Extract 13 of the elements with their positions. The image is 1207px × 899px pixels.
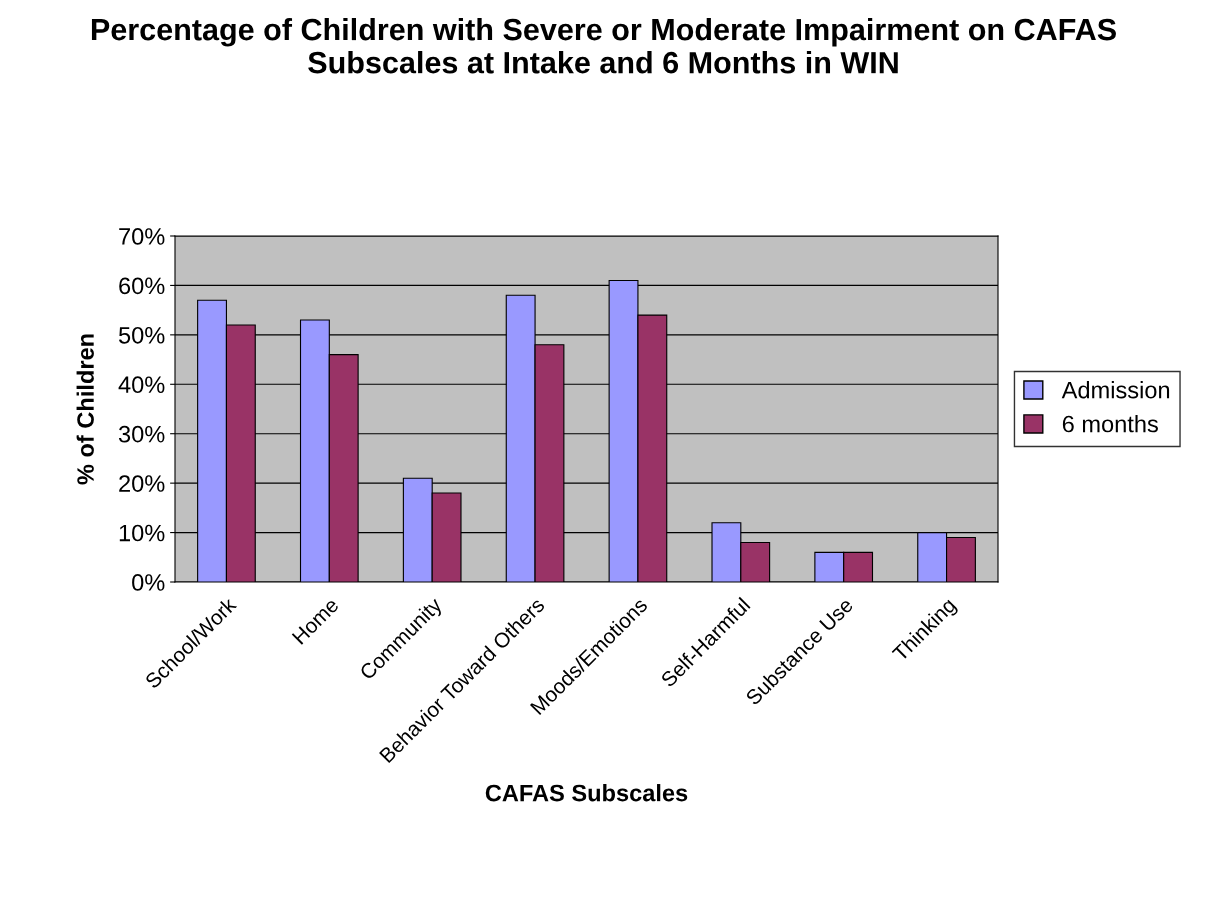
y-tick-label: 70% [119, 228, 165, 245]
y-tick-label: 40% [118, 376, 165, 394]
legend-label: 6 months [1062, 415, 1158, 433]
y-tick-label: 20% [119, 475, 165, 492]
y-tick-label: 50% [118, 326, 165, 344]
y-tick-label: 0% [132, 574, 165, 591]
y-axis-title: % of Children [76, 334, 94, 485]
x-axis-title: CAFAS Subscales [485, 784, 688, 802]
y-tick-label: 10% [119, 524, 165, 542]
y-tick-label: 30% [118, 425, 165, 443]
chart-title: Percentage of Children with Severe or Moderate Impairment on CAFAS Subscales at Intake and 6 Months in WIN [91, 17, 1116, 74]
legend-label: Admission [1061, 381, 1170, 399]
y-tick-label: 60% [119, 277, 165, 295]
